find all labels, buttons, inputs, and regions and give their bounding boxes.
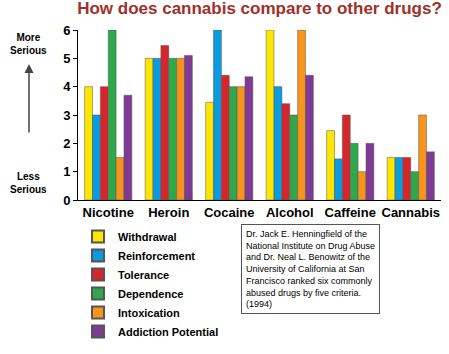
svg-text:2: 2 xyxy=(63,136,70,151)
svg-text:Caffeine: Caffeine xyxy=(325,205,376,220)
svg-text:Alcohol: Alcohol xyxy=(266,205,314,220)
svg-text:Reinforcement: Reinforcement xyxy=(118,250,195,262)
svg-text:Withdrawal: Withdrawal xyxy=(118,231,177,243)
svg-text:Heroin: Heroin xyxy=(148,205,189,220)
svg-text:LessSerious: LessSerious xyxy=(10,171,47,195)
svg-text:6: 6 xyxy=(63,23,70,38)
svg-text:Dr. Jack E. Henningfield of th: Dr. Jack E. Henningfield of theNational … xyxy=(246,229,375,309)
svg-text:MoreSerious: MoreSerious xyxy=(10,32,47,56)
svg-text:Cannabis: Cannabis xyxy=(381,205,440,220)
svg-text:Nicotine: Nicotine xyxy=(83,205,134,220)
svg-text:Dependence: Dependence xyxy=(118,288,183,300)
svg-text:Tolerance: Tolerance xyxy=(118,269,169,281)
svg-text:Cocaine: Cocaine xyxy=(204,205,255,220)
svg-text:Addiction Potential: Addiction Potential xyxy=(118,326,218,338)
svg-text:How does cannabis compare to o: How does cannabis compare to other drugs… xyxy=(77,0,442,18)
svg-text:Intoxication: Intoxication xyxy=(118,307,180,319)
svg-text:3: 3 xyxy=(63,108,70,123)
svg-text:5: 5 xyxy=(63,51,70,66)
svg-text:4: 4 xyxy=(63,79,71,94)
svg-text:1: 1 xyxy=(63,164,70,179)
svg-text:0: 0 xyxy=(63,193,70,208)
